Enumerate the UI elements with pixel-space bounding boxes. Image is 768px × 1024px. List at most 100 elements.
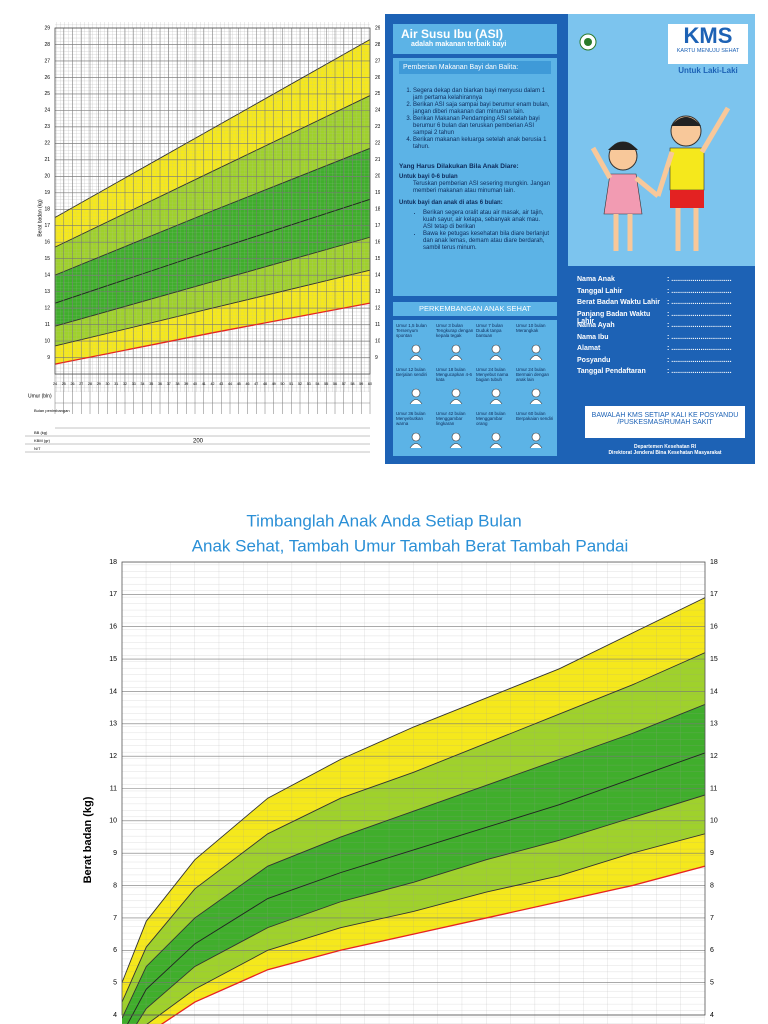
x-tick-label: 55	[324, 382, 328, 386]
logo-box: KMS KARTU MENUJU SEHAT	[668, 24, 748, 64]
milestone-icon	[409, 388, 423, 405]
form-label: Tanggal Lahir	[577, 287, 623, 295]
y-tick-label: 25	[44, 91, 50, 97]
x-tick-label: 48	[263, 382, 267, 386]
form-blank: : ...............................	[667, 333, 732, 341]
y-tick-label: 16	[710, 624, 718, 631]
infant-title: Untuk bayi 0-6 bulan	[399, 174, 458, 180]
development-title: PERKEMBANGAN ANAK SEHAT	[393, 302, 557, 316]
y-tick-label: 9	[47, 355, 50, 361]
form-label: Nama Ibu	[577, 333, 609, 341]
feeding-list: Segera dekap dan biarkan bayi menyusu da…	[399, 88, 551, 151]
table-value: 200	[193, 439, 204, 445]
x-tick-label: 44	[228, 382, 232, 386]
form-row: Tanggal Pendaftaran: ...................…	[577, 368, 749, 380]
y-tick-label: 14	[44, 272, 50, 278]
x-tick-label: 30	[106, 382, 110, 386]
milestone: Umur 18 bulan Mengucapkan 4-6 kata	[436, 367, 474, 409]
y-tick-label: 6	[113, 947, 117, 954]
x-tick-label: 34	[141, 382, 145, 386]
child-item: Bawa ke petugas kesehatan bila diare ber…	[423, 231, 551, 252]
x-tick-label: 54	[316, 382, 320, 386]
y-tick-label: 23	[375, 124, 380, 130]
y-tick-label: 9	[375, 355, 378, 361]
form-blank: : ...............................	[667, 299, 732, 306]
y-tick-label: 13	[710, 721, 718, 728]
x-tick-label: 35	[149, 382, 153, 386]
y-tick-label: 13	[375, 289, 380, 295]
y-tick-label: 4	[710, 1012, 714, 1019]
curve	[146, 833, 705, 1024]
curve	[122, 703, 705, 1019]
y-tick-label: 18	[710, 559, 718, 566]
x-tick-label: 57	[342, 382, 346, 386]
y-tick-label: 8	[710, 882, 714, 889]
milestone-icon	[449, 344, 463, 361]
y-tick-label: 12	[710, 753, 718, 760]
y-tick-label: 23	[44, 124, 50, 130]
form: Nama Anak: .............................…	[577, 276, 749, 380]
bottom-chart: Timbanglah Anak Anda Setiap Bulan Anak S…	[82, 511, 718, 1024]
plot-border	[54, 27, 371, 375]
diarrhea-title: Yang Harus Dilakukan Bila Anak Diare:	[399, 163, 519, 170]
y-axis-label: Berat badan (kg)	[82, 796, 94, 883]
form-row: Nama Ayah: .............................…	[577, 322, 749, 334]
milestones: Umur 1,5 bulan Tersenyum spontan Umur 3 b…	[393, 320, 557, 456]
y-tick-label: 19	[375, 190, 380, 196]
y-tick-label: 20	[375, 174, 380, 180]
y-tick-label: 14	[710, 688, 718, 695]
y-tick-label: 22	[375, 141, 380, 147]
y-tick-label: 8	[113, 882, 117, 889]
child-list: Berikan segera oralit atau air masak, ai…	[399, 210, 551, 252]
plot-border	[121, 561, 706, 1016]
form-row: Posyandu : ..............................…	[577, 357, 749, 369]
footer-line: Direktorat Jenderal Bina Kesehatan Masya…	[608, 450, 722, 456]
x-tick-label: 51	[289, 382, 293, 386]
y-tick-label: 22	[44, 141, 50, 147]
form-blank: : ...............................	[667, 322, 732, 329]
feeding-item: Berikan makanan keluarga setelah anak be…	[413, 137, 551, 151]
x-tick-label: 50	[281, 382, 285, 386]
y-tick-label: 16	[375, 240, 380, 246]
x-tick-label: 27	[79, 382, 83, 386]
x-tick-label: 42	[211, 382, 215, 386]
kids	[590, 106, 731, 251]
curve	[136, 794, 705, 1024]
milestone: Umur 48 bulan Menggambar orang	[476, 411, 514, 453]
y-tick-label: 16	[44, 240, 50, 246]
notice: BAWALAH KMS SETIAP KALI KE POSYANDU /PUS…	[585, 406, 745, 438]
y-tick-label: 27	[44, 58, 50, 64]
y-tick-label: 15	[109, 656, 117, 663]
y-tick-label: 26	[44, 75, 50, 81]
y-tick-label: 12	[375, 305, 380, 311]
x-tick-label: 45	[237, 382, 241, 386]
form-label: Alamat	[577, 345, 601, 352]
y-tick-label: 10	[44, 338, 50, 344]
milestone: Umur 24 bulan Bermain dengan anak lain	[516, 367, 554, 409]
asi-subtitle: adalah makanan terbaik bayi	[411, 41, 507, 48]
table-lines	[25, 402, 370, 453]
y-tick-label: 19	[44, 190, 50, 196]
child-title: Untuk bayi dan anak di atas 6 bulan:	[399, 200, 503, 206]
y-tick-label: 12	[44, 305, 50, 311]
x-tick-label: 52	[298, 382, 302, 386]
y-tick-label: 29	[44, 25, 50, 31]
form-blank: : ...............................	[667, 356, 732, 364]
y-tick-label: 18	[375, 207, 380, 213]
form-row: Panjang Badan Waktu Lahir: .............…	[577, 311, 749, 325]
milestone: Umur 42 bulan Menggambar lingkaran	[436, 411, 474, 453]
illustration	[568, 86, 755, 266]
y-tick-label: 15	[44, 256, 50, 262]
x-tick-label: 31	[114, 382, 118, 386]
logo-subtitle: KARTU MENUJU SEHAT	[676, 48, 740, 54]
y-tick-label: 18	[109, 559, 117, 566]
form-label: Posyandu	[577, 356, 611, 364]
x-tick-label: 43	[219, 382, 223, 386]
curve	[127, 752, 705, 1024]
feeding-item: Berikan Makanan Pendamping ASI setelah b…	[413, 116, 551, 137]
fine-grid	[122, 562, 705, 1024]
y-tick-label: 11	[375, 322, 380, 328]
y-tick-label: 18	[44, 207, 50, 213]
milestone-icon	[529, 388, 543, 405]
